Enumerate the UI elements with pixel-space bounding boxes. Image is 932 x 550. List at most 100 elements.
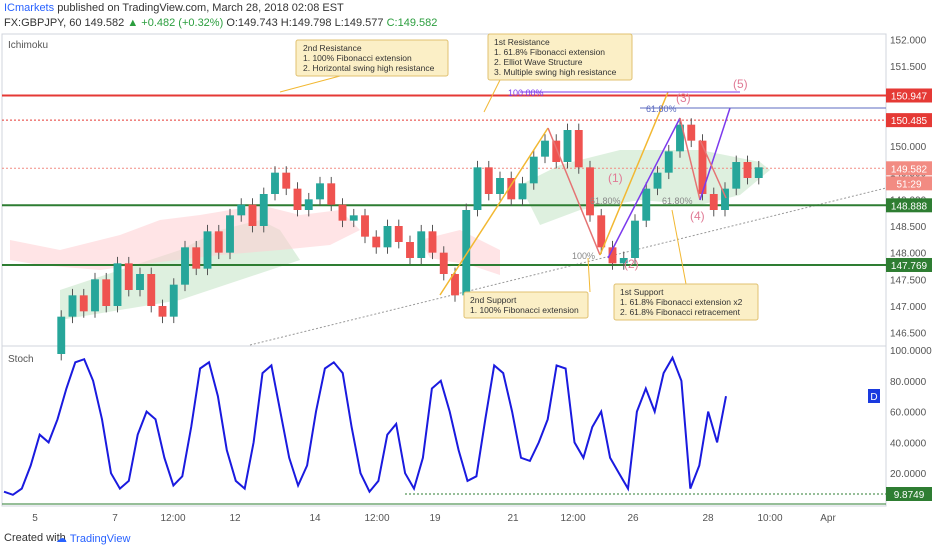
stoch-tick-3: 40.0000 [890,438,927,449]
candle-body-59 [709,194,718,210]
price-label-3: 51:29 [896,179,921,190]
stoch-tick-4: 20.0000 [890,469,927,480]
candle-body-14 [203,231,212,269]
time-axis[interactable]: 5 7 12:00 12 14 12:00 19 21 12:00 26 28 10:00 Apr [32,513,836,524]
time-tick-11: 10:00 [757,513,782,524]
fib-label-618-upper: 61.80% [646,104,677,114]
fib-label-618-left: 61.80% [590,196,621,206]
candle-body-35 [439,252,448,274]
stoch-pane [1,345,887,507]
candle-body-3 [79,295,88,312]
time-tick-10: 28 [702,513,714,524]
candle-body-33 [417,231,426,258]
candle-body-34 [428,231,437,253]
candle-body-42 [518,183,527,200]
candle-body-63 [754,167,763,178]
symbol-info: FX:GBPJPY, 60 149.582 ▲ +0.482 (+0.32%) … [4,17,437,29]
candle-body-24 [316,183,324,200]
candle-body-55 [664,151,673,173]
open-value: O:149.743 [226,17,278,29]
time-tick-2: 12:00 [160,513,185,524]
svg-text:2. Horizontal swing high resis: 2. Horizontal swing high resistance [303,63,435,73]
candle-body-22 [293,188,302,210]
candle-body-11 [169,284,178,317]
time-tick-9: 26 [627,513,639,524]
candle-body-16 [226,215,234,253]
time-tick-8: 12:00 [560,513,585,524]
stoch-tick-2: 60.0000 [890,408,927,419]
stoch-price-label-bg [886,487,932,501]
candle-body-6 [113,263,122,306]
candle-body-37 [462,210,471,296]
time-tick-4: 14 [309,513,321,524]
candle-body-39 [484,167,493,194]
candle-body-8 [136,274,144,290]
candle-body-41 [507,178,516,200]
candle-body-61 [732,162,741,189]
price-label-1: 150.485 [891,116,928,127]
time-tick-6: 19 [429,513,441,524]
candle-body-1 [57,316,66,354]
svg-text:1. 61.8% Fibonacci extension: 1. 61.8% Fibonacci extension [494,47,605,57]
time-tick-12: Apr [820,513,836,524]
price-tick-1: 151.500 [890,62,927,73]
published-text: published on TradingView.com, March 28, … [57,2,344,14]
candle-body-50 [608,247,617,264]
tradingview-logo[interactable]: ☁ TradingView [56,533,131,545]
candle-body-13 [192,247,201,269]
svg-text:2nd Resistance: 2nd Resistance [303,43,362,53]
price-chart[interactable]: Ichimoku Stoch 100.00% 61.80% 61.80% 61.… [0,0,932,528]
candle-body-49 [597,215,606,248]
candle-body-15 [214,231,223,253]
candle-body-29 [372,236,381,248]
candle-body-53 [642,188,651,221]
candle-body-9 [147,274,156,306]
wave-4: (4) [690,209,705,223]
chart-header: ICmarkets published on TradingView.com, … [0,0,932,34]
candle-body-2 [68,295,77,317]
last-price: 149.582 [84,17,125,29]
footer: Created with ☁ TradingView [0,528,932,550]
ichimoku-cloud-red-2 [420,230,500,275]
note-2nd-resistance[interactable]: 2nd Resistance 1. 100% Fibonacci extensi… [295,39,449,77]
candle-body-30 [383,226,392,248]
trendline [249,187,887,346]
candle-body-17 [237,204,246,216]
candle-body-25 [327,183,336,205]
price-labels: 150.947 150.485 149.582 51:29 148.888 147.769 [886,88,932,272]
price-label-bg-0 [886,88,932,103]
candle-body-58 [698,140,707,194]
candle-body-23 [304,199,313,210]
candle-body-38 [473,167,482,210]
price-label-bg-4 [886,198,932,213]
candle-body-40 [496,178,504,194]
price-tick-7: 148.500 [890,222,927,233]
price-tick-10: 147.000 [890,302,927,313]
price-tick-4: 150.000 [890,142,927,153]
created-with: Created with [4,532,66,544]
price-label-bg-2 [886,161,932,176]
candle-body-31 [394,226,403,242]
time-tick-0: 5 [32,513,38,524]
wave-1: (1) [608,171,623,185]
author-link[interactable]: ICmarkets [4,2,55,14]
candle-body-48 [586,167,594,216]
publish-info: ICmarkets published on TradingView.com, … [4,2,344,14]
note-1st-resistance[interactable]: 1st Resistance 1. 61.8% Fibonacci extens… [487,33,633,81]
up-arrow-icon: ▲ [127,17,139,29]
note-1st-support[interactable]: 1st Support 1. 61.8% Fibonacci extension… [613,283,759,321]
price-tick-8: 148.000 [890,249,927,260]
wave-5: (5) [733,77,748,91]
candle-body-54 [653,172,662,189]
stoch-tick-0: 100.0000 [890,346,932,357]
candle-body-47 [574,130,583,168]
note-2nd-support[interactable]: 2nd Support 1. 100% Fibonacci extension [463,291,589,319]
candle-body-32 [406,242,414,258]
candle-body-45 [552,140,561,162]
symbol[interactable]: FX:GBPJPY, 60 [4,17,82,29]
svg-text:1st Support: 1st Support [620,287,664,297]
fib-label-100: 100.00% [508,88,544,98]
wave-2: (2) [624,257,639,271]
svg-text:1. 61.8% Fibonacci extension x: 1. 61.8% Fibonacci extension x2 [620,297,743,307]
svg-text:3. Multiple swing high resista: 3. Multiple swing high resistance [494,67,617,77]
